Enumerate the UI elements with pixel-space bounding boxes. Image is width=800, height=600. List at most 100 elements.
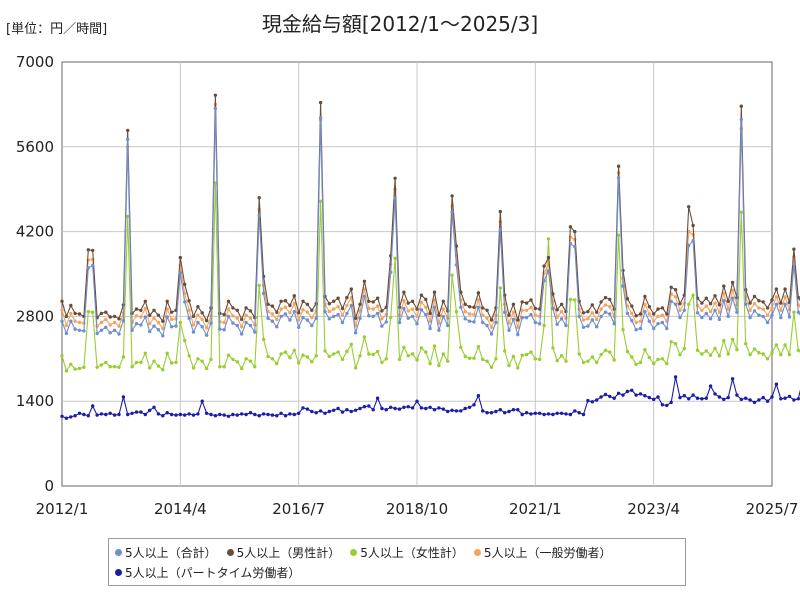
data-point — [643, 348, 647, 352]
data-point — [349, 287, 353, 291]
data-point — [152, 308, 156, 312]
data-point — [634, 314, 638, 318]
data-point — [551, 306, 555, 311]
data-point — [283, 312, 288, 316]
data-point — [393, 256, 397, 260]
data-point — [248, 323, 253, 328]
data-point — [757, 351, 761, 355]
data-point — [735, 310, 739, 314]
data-point — [183, 282, 187, 286]
data-point — [332, 314, 336, 319]
data-point — [595, 317, 599, 322]
data-point — [358, 316, 362, 320]
data-point — [196, 357, 200, 361]
data-point — [402, 299, 406, 303]
data-point — [91, 263, 95, 268]
data-point — [204, 333, 209, 337]
data-point — [691, 239, 695, 243]
data-point — [196, 320, 200, 325]
data-point — [608, 297, 612, 302]
data-point — [489, 332, 494, 336]
data-point — [332, 352, 336, 356]
data-point — [498, 286, 502, 290]
data-point — [86, 266, 91, 270]
data-point — [415, 358, 419, 362]
data-point — [546, 237, 551, 241]
data-point — [595, 310, 599, 314]
data-point — [467, 356, 472, 360]
data-point — [739, 210, 743, 214]
data-point — [520, 308, 524, 312]
data-point — [625, 297, 630, 301]
data-point — [161, 334, 165, 338]
data-point — [432, 344, 437, 348]
data-point — [459, 290, 463, 294]
data-point — [117, 365, 121, 369]
data-point — [643, 294, 647, 299]
data-point — [573, 229, 577, 234]
data-point — [402, 345, 406, 349]
data-point — [191, 314, 196, 319]
data-point — [691, 293, 695, 297]
data-point — [481, 409, 485, 413]
data-point — [783, 396, 787, 400]
data-point — [599, 307, 603, 311]
data-point — [402, 290, 406, 294]
data-point — [288, 355, 292, 360]
data-point — [108, 315, 112, 319]
data-point — [564, 412, 568, 416]
data-point — [481, 357, 485, 362]
data-point — [446, 359, 450, 363]
data-point — [305, 310, 310, 314]
data-point — [183, 413, 187, 417]
data-point — [126, 128, 130, 133]
data-point — [362, 335, 367, 339]
data-point — [165, 351, 169, 355]
data-point — [783, 343, 787, 347]
data-point — [353, 366, 358, 370]
data-point — [713, 346, 717, 351]
data-point — [700, 308, 704, 312]
data-point — [542, 323, 546, 328]
data-point — [139, 308, 143, 312]
data-point — [437, 328, 441, 332]
data-point — [792, 310, 796, 314]
data-point — [301, 353, 305, 357]
data-point — [60, 299, 64, 303]
data-point — [297, 325, 301, 329]
data-point — [213, 181, 218, 185]
data-point — [178, 320, 182, 325]
data-point — [524, 352, 529, 357]
data-point — [297, 361, 301, 365]
data-point — [292, 348, 296, 352]
data-point — [538, 357, 542, 362]
data-point — [599, 352, 603, 357]
data-point — [244, 306, 248, 310]
data-point — [507, 328, 511, 332]
data-point — [516, 366, 520, 370]
data-point — [143, 351, 147, 355]
data-point — [126, 137, 130, 142]
data-point — [463, 302, 467, 306]
data-point — [713, 392, 717, 396]
data-point — [60, 308, 64, 312]
data-point — [226, 307, 231, 311]
data-point — [761, 352, 765, 356]
data-point — [590, 303, 594, 307]
data-point — [121, 355, 126, 359]
data-point — [520, 353, 524, 357]
data-point — [665, 312, 669, 316]
data-point — [586, 309, 590, 314]
data-point — [765, 357, 770, 361]
data-point — [64, 331, 69, 336]
data-point — [266, 412, 270, 417]
data-point — [682, 308, 686, 312]
data-point — [419, 308, 424, 312]
data-point — [108, 331, 112, 335]
data-point — [152, 316, 156, 320]
data-point — [708, 384, 713, 388]
data-point — [305, 318, 310, 322]
data-point — [612, 396, 616, 400]
data-point — [770, 298, 774, 302]
